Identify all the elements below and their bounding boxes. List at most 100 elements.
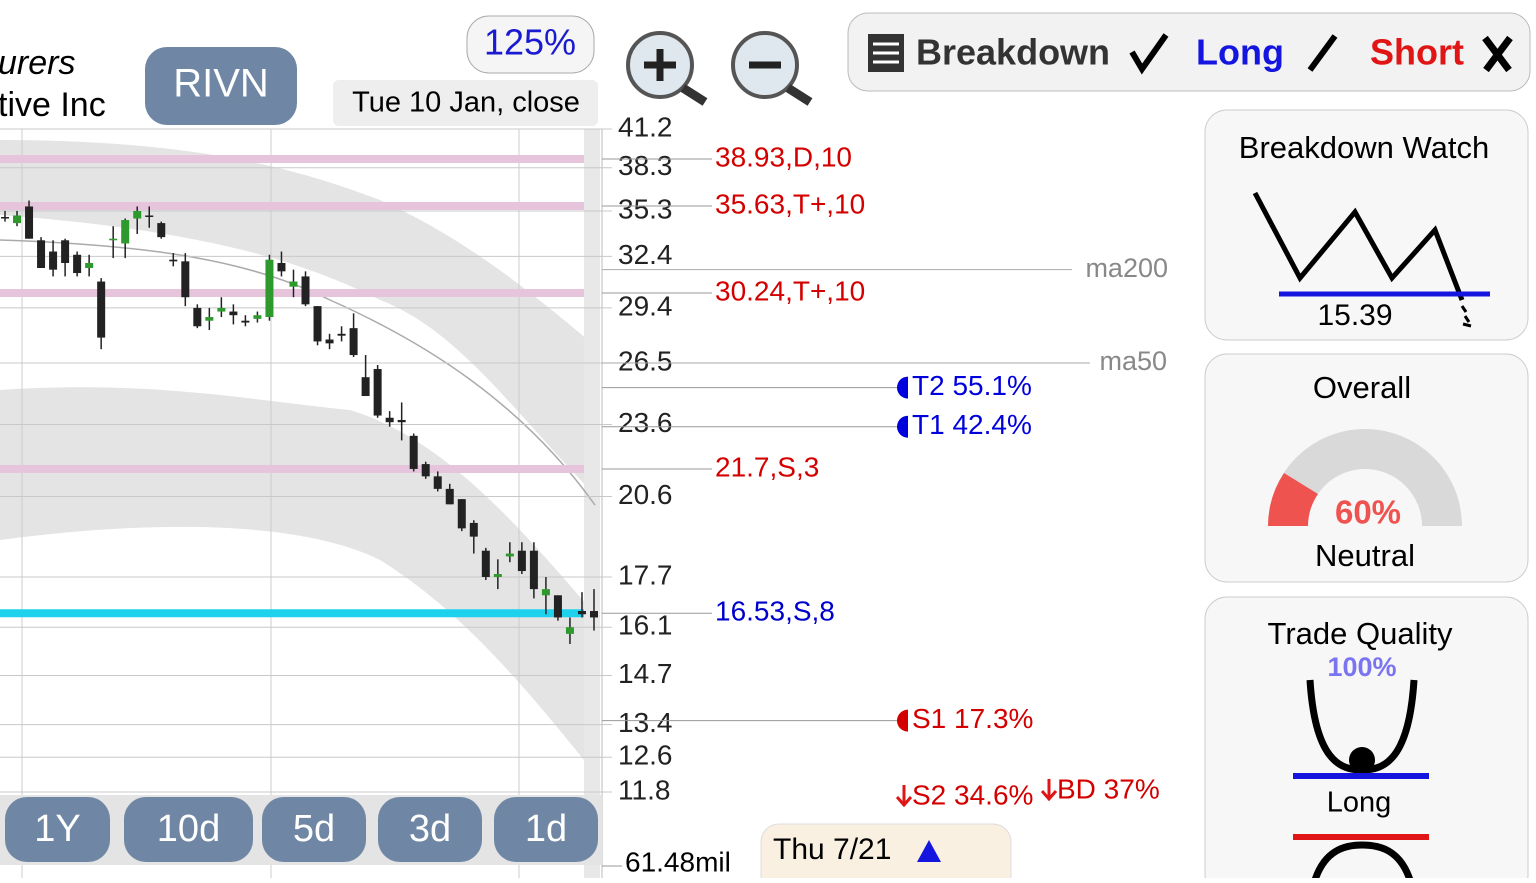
candle-body (121, 220, 130, 244)
stop-label: S2 34.6% (912, 779, 1033, 810)
candle-body (145, 215, 154, 217)
candle-body (133, 210, 142, 219)
candle-body (433, 476, 442, 489)
level-label: 30.24,T+,10 (715, 275, 865, 306)
panel[interactable] (1204, 109, 1529, 341)
button-label: 1d (525, 808, 567, 850)
button-label: 5d (293, 808, 335, 850)
y-tick-label: 17.7 (618, 559, 673, 590)
mode[interactable]: Breakdown (916, 32, 1110, 73)
candle-body (361, 377, 370, 397)
candle-body (241, 320, 250, 323)
candle-body (37, 240, 46, 268)
menu-icon[interactable] (868, 34, 904, 72)
y-tick-label: 35.3 (618, 193, 673, 224)
candle-body (517, 550, 526, 572)
panel-title: Breakdown Watch (1239, 130, 1489, 165)
button-bg (494, 797, 598, 862)
candle-body (397, 419, 406, 423)
candle-body (541, 589, 550, 596)
level-label: 16.53,S,8 (715, 596, 835, 627)
candle-body (421, 464, 430, 477)
zoom-box[interactable] (466, 15, 595, 74)
candle-body (253, 315, 262, 319)
y-tick-label: 41.2 (618, 111, 673, 142)
candle-body (109, 238, 118, 241)
candle-body (590, 611, 598, 618)
range-button[interactable]: 1Y (5, 797, 110, 862)
candle-body (313, 306, 322, 342)
zoom: 125% (484, 22, 576, 63)
y-tick-label: 26.5 (618, 345, 673, 376)
gauge (1268, 429, 1462, 526)
candle-body (481, 550, 490, 577)
x-icon (1482, 35, 1513, 73)
cap-icon (1311, 841, 1414, 882)
candle-body (457, 499, 466, 529)
panel[interactable] (1204, 596, 1529, 883)
ma-label: ma200 (1085, 253, 1168, 283)
mode[interactable]: Short (1370, 32, 1464, 73)
slash-icon (1307, 34, 1338, 72)
candle-body (277, 262, 286, 272)
range-button[interactable]: 1d (494, 797, 598, 862)
candle-body (205, 317, 214, 321)
pattern-icon (1252, 191, 1465, 301)
y-tick-label: 20.6 (618, 479, 673, 510)
ma-label: ma50 (1099, 346, 1167, 376)
date: Tue 10 Jan, close (352, 87, 580, 119)
target-marker (897, 376, 908, 399)
zoom-out[interactable] (731, 31, 813, 106)
y-tick-label: 29.4 (618, 290, 673, 321)
candle-body (229, 311, 238, 316)
candle-body (49, 251, 58, 270)
stop-label: BD 37% (1057, 773, 1160, 804)
candle-body (193, 307, 202, 327)
band (0, 387, 600, 780)
button-label: 10d (157, 808, 220, 850)
candle-body (409, 435, 418, 469)
date-box (333, 80, 598, 126)
company: urers (0, 44, 75, 82)
y-tick-label: 23.6 (618, 407, 673, 438)
target-marker (897, 709, 908, 732)
mode[interactable]: Long (1196, 32, 1284, 73)
ticker: RIVN (173, 62, 269, 106)
candle-body (181, 261, 190, 298)
candle-body (13, 215, 22, 224)
candle-body (73, 254, 82, 274)
target-marker (897, 415, 908, 438)
range-button[interactable]: 3d (378, 797, 482, 862)
y-tick-label: 14.7 (618, 658, 673, 689)
y-tick-label: 11.8 (618, 774, 670, 805)
gauge-fill (1268, 473, 1318, 526)
candle-body (325, 339, 334, 344)
candle-body (349, 328, 358, 356)
level-label: 35.63,T+,10 (715, 188, 865, 219)
candle-body (505, 553, 514, 557)
ticker-button[interactable] (145, 47, 297, 125)
range-button[interactable]: 5d (262, 797, 366, 862)
candle-body (565, 627, 574, 634)
panel-title: Overall (1313, 370, 1411, 405)
button-bg (5, 797, 110, 862)
check-icon (1129, 33, 1169, 75)
candle-body (337, 333, 346, 336)
rating: Neutral (1315, 538, 1415, 573)
range-button[interactable]: 10d (124, 797, 253, 862)
candle-body (61, 240, 70, 263)
y-tick-label: 13.4 (618, 707, 673, 738)
zoom-in[interactable] (626, 31, 708, 106)
panel-value: 15.39 (1317, 299, 1392, 332)
target-label: T2 55.1% (912, 370, 1032, 401)
candle-body (25, 206, 34, 239)
down-arrow (1040, 779, 1058, 802)
candle-body (553, 595, 562, 618)
level-label: 21.7,S,3 (715, 451, 819, 482)
candle-body (529, 550, 538, 590)
date-tag (760, 823, 1012, 883)
candle-body (385, 417, 394, 423)
pattern-icon (1460, 305, 1472, 328)
footer-date: Thu 7/21 (773, 833, 891, 866)
